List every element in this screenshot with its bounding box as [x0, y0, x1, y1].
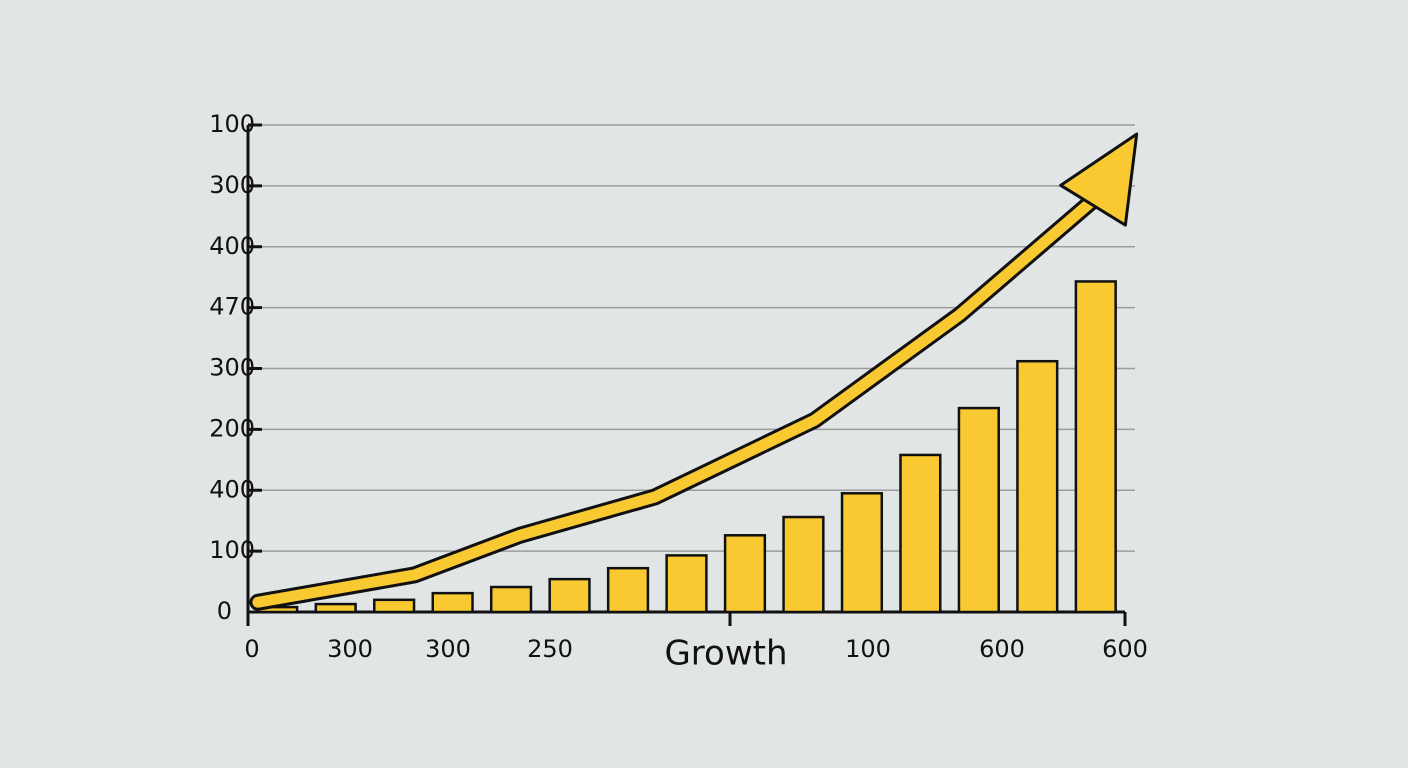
trend-line [252, 189, 1105, 608]
bar [665, 554, 708, 614]
bar [373, 598, 416, 614]
x-tick-label: 300 [425, 635, 471, 663]
bar [314, 602, 357, 614]
x-tick-label: 600 [979, 635, 1025, 663]
bar [957, 406, 1000, 614]
arrow-head [1059, 132, 1139, 227]
bar [606, 566, 650, 614]
x-tick-label: 300 [327, 635, 373, 663]
x-tick-label: 100 [845, 635, 891, 663]
x-tick-label: 250 [527, 635, 573, 663]
bar [723, 534, 767, 614]
bar [782, 515, 825, 614]
bar [548, 577, 591, 614]
bar [899, 453, 942, 614]
x-tick-label: 600 [1102, 635, 1148, 663]
bar [489, 585, 533, 614]
x-axis-label: Growth [664, 634, 787, 674]
y-tick-label: 0 [217, 597, 232, 625]
bar [431, 591, 474, 614]
bar [1074, 280, 1117, 614]
bar [1016, 359, 1059, 614]
x-tick-label: 0 [244, 635, 259, 663]
bar [840, 492, 884, 614]
